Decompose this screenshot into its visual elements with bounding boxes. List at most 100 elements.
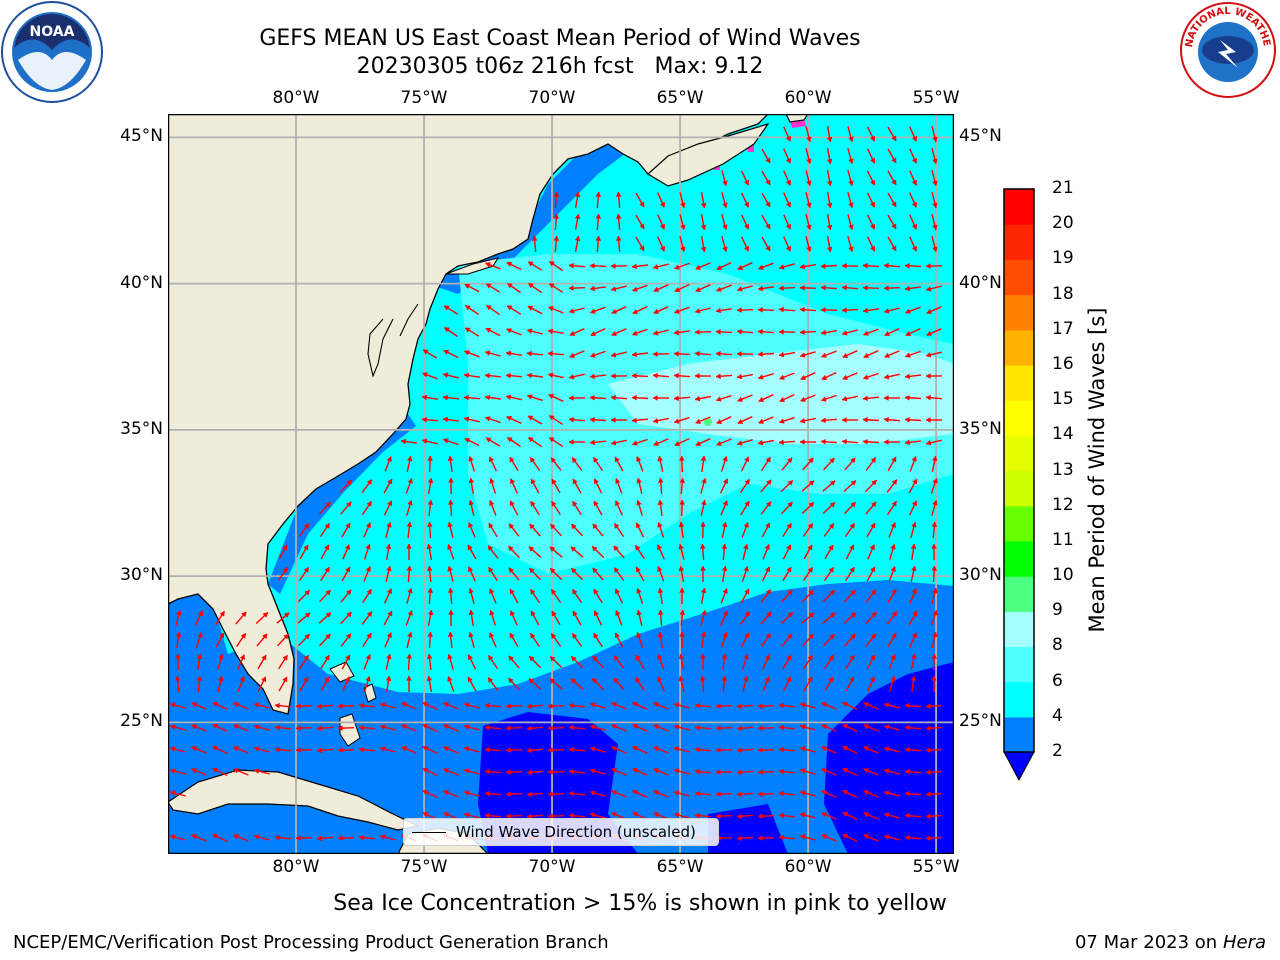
wave-direction-arrowhead: [807, 566, 813, 573]
wave-direction-arrowhead: [484, 790, 490, 797]
wave-direction-arrowhead: [673, 790, 680, 796]
wave-direction-arrowhead: [721, 653, 728, 660]
wave-direction-arrowhead: [636, 456, 642, 462]
wave-direction-arrowhead: [346, 611, 352, 618]
wave-direction-arrowhead: [799, 746, 806, 752]
wave-direction-arrowhead: [345, 522, 351, 529]
wave-direction-arrowhead: [653, 790, 659, 796]
wave-direction-arrowhead: [799, 702, 806, 708]
wave-direction-arrowhead: [715, 791, 721, 797]
wave-direction-arrowhead: [787, 480, 794, 486]
wave-direction-arrowhead: [883, 746, 890, 752]
wave-direction-arrowhead: [526, 813, 532, 820]
wave-direction-arrowhead: [631, 351, 638, 358]
wave-direction-arrowhead: [548, 394, 555, 400]
wave-direction-arrowhead: [820, 307, 826, 313]
lon-tick-bottom: 75°W: [400, 857, 448, 877]
wave-direction-arrowhead: [799, 790, 806, 796]
wave-direction-arrowhead: [529, 567, 535, 574]
wave-direction-arrowhead: [484, 394, 491, 401]
wave-direction-arrowhead: [722, 610, 728, 617]
wave-direction-arrowhead: [379, 702, 386, 708]
wave-direction-arrowhead: [463, 416, 470, 423]
wave-direction-arrowhead: [505, 703, 511, 709]
wave-direction-arrowhead: [757, 307, 763, 313]
wave-direction-arrowhead: [659, 223, 665, 230]
wave-direction-arrowhead: [700, 565, 706, 571]
wave-direction-arrowhead: [484, 350, 491, 356]
wave-direction-arrowhead: [848, 136, 854, 143]
wave-direction-arrowhead: [568, 439, 574, 445]
wave-direction-arrowhead: [406, 653, 413, 659]
wave-direction-arrowhead: [631, 263, 638, 270]
wave-direction-arrowhead: [799, 329, 805, 336]
wave-direction-arrowhead: [680, 224, 686, 231]
wave-direction-arrowhead: [694, 395, 701, 402]
wave-direction-arrowhead: [463, 724, 470, 730]
wave-direction-arrowhead: [870, 654, 876, 661]
wave-direction-arrowhead: [757, 747, 763, 753]
wave-direction-arrowhead: [212, 724, 219, 730]
wave-direction-arrowhead: [400, 438, 407, 445]
wave-direction-arrowhead: [447, 499, 454, 505]
wave-direction-arrowhead: [653, 724, 659, 730]
colorbar-tick: 16: [1052, 353, 1074, 374]
wave-direction-arrowhead: [931, 565, 938, 571]
wave-direction-arrowhead: [869, 245, 875, 252]
wave-direction-arrowhead: [233, 768, 239, 774]
wave-direction-arrowhead: [680, 202, 686, 209]
wave-direction-arrowhead: [701, 477, 707, 484]
wave-direction-arrowhead: [841, 417, 847, 423]
wave-direction-arrowhead: [631, 440, 638, 446]
wave-direction-arrowhead: [345, 633, 352, 640]
wave-direction-arrowhead: [324, 522, 330, 529]
wave-direction-arrowhead: [274, 834, 280, 841]
wave-direction-arrowhead: [337, 703, 343, 709]
wave-direction-arrowhead: [821, 790, 827, 796]
wave-direction-arrowhead: [218, 653, 224, 660]
wave-direction-arrowhead: [589, 262, 595, 269]
lon-tick-top: 75°W: [400, 88, 448, 108]
wave-direction-arrowhead: [464, 350, 470, 356]
wave-direction-arrowhead: [505, 747, 511, 753]
wave-direction-arrowhead: [613, 655, 620, 662]
wave-direction-arrowhead: [443, 812, 449, 818]
land-north-america: [168, 114, 769, 715]
wave-direction-arrowhead: [700, 631, 707, 638]
lat-tick-right: 25°N: [959, 711, 1002, 732]
wave-direction-arrowhead: [574, 213, 581, 220]
wave-direction-arrowhead: [931, 675, 937, 681]
wave-direction-arrowhead: [592, 655, 598, 662]
wave-direction-arrowhead: [785, 157, 791, 164]
wave-direction-arrowhead: [694, 724, 700, 731]
wave-direction-arrowhead: [743, 179, 749, 186]
lat-tick-left: 30°N: [120, 565, 163, 586]
wave-direction-arrowhead: [447, 587, 454, 593]
wave-direction-arrowhead: [427, 587, 434, 593]
wave-direction-arrowhead: [422, 812, 429, 818]
wave-direction-arrowhead: [526, 372, 533, 379]
wave-direction-arrowhead: [324, 566, 330, 573]
wave-direction-arrowhead: [821, 374, 828, 380]
wave-direction-arrowhead: [891, 201, 897, 208]
wave-direction-arrowhead: [821, 702, 827, 708]
footer-producer: NCEP/EMC/Verification Post Processing Pr…: [13, 932, 609, 953]
wave-direction-arrowhead: [757, 374, 764, 380]
wave-direction-arrowhead: [736, 835, 742, 842]
wave-direction-arrowhead: [442, 372, 449, 378]
wave-direction-arrowhead: [611, 812, 618, 818]
colorbar-segment: [1004, 540, 1034, 577]
wave-direction-arrowhead: [722, 224, 728, 231]
colorbar-tick: 20: [1052, 213, 1074, 234]
wave-direction-arrowhead: [325, 501, 331, 508]
wave-direction-arrowhead: [736, 725, 742, 732]
wave-direction-arrowhead: [869, 201, 875, 208]
wave-direction-arrowhead: [721, 565, 728, 572]
wave-direction-arrowhead: [862, 374, 869, 380]
wave-direction-arrowhead: [568, 374, 575, 380]
wave-direction-arrowhead: [925, 417, 931, 423]
wave-direction-arrowhead: [821, 724, 827, 730]
wave-direction-arrowhead: [925, 835, 931, 842]
wave-direction-arrowhead: [700, 587, 707, 594]
wave-direction-arrowhead: [325, 589, 331, 596]
